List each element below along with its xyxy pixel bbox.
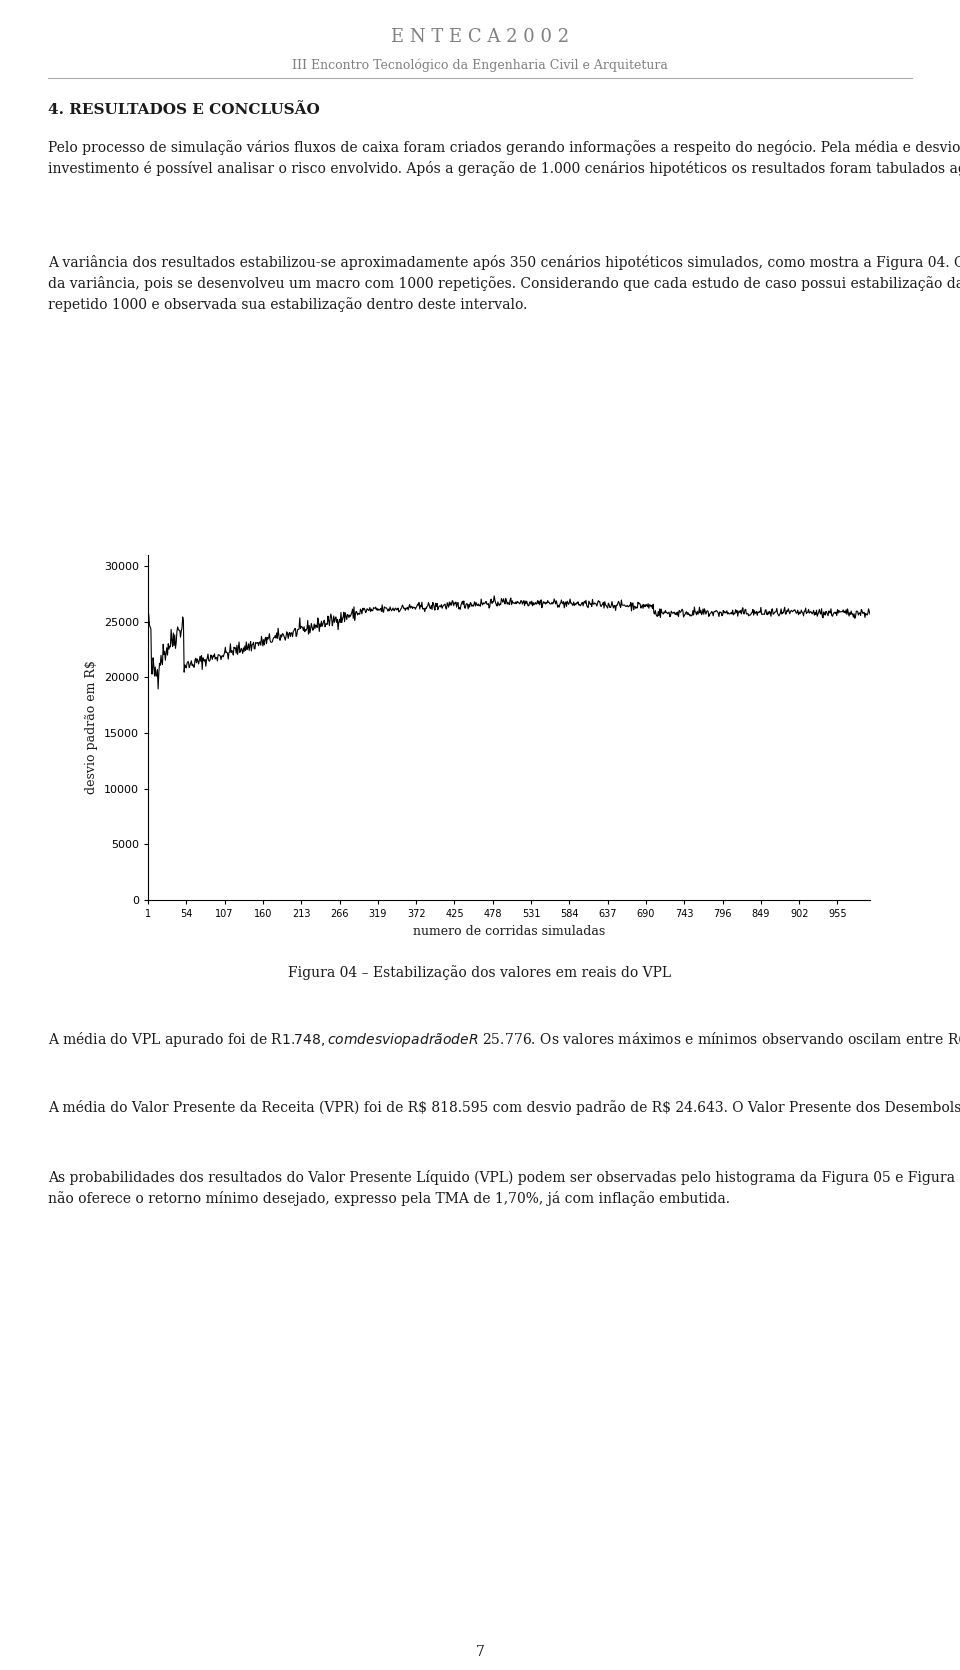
Text: 4. RESULTADOS E CONCLUSÃO: 4. RESULTADOS E CONCLUSÃO <box>48 104 320 117</box>
Text: Figura 04 – Estabilização dos valores em reais do VPL: Figura 04 – Estabilização dos valores em… <box>288 965 672 980</box>
Text: As probabilidades dos resultados do Valor Presente Líquido (VPL) podem ser obser: As probabilidades dos resultados do Valo… <box>48 1171 960 1206</box>
Y-axis label: desvio padrão em R$: desvio padrão em R$ <box>85 661 98 795</box>
Text: 7: 7 <box>475 1645 485 1658</box>
Text: A média do VPL apurado foi de R$ 1.748, com desvio padrão de R$ 25.776. Os valor: A média do VPL apurado foi de R$ 1.748, … <box>48 1030 960 1049</box>
Text: Pelo processo de simulação vários fluxos de caixa foram criados gerando informaç: Pelo processo de simulação vários fluxos… <box>48 140 960 175</box>
Text: A média do Valor Presente da Receita (VPR) foi de R$ 818.595 com desvio padrão d: A média do Valor Presente da Receita (VP… <box>48 1101 960 1116</box>
Text: A variância dos resultados estabilizou-se aproximadamente após 350 cenários hipo: A variância dos resultados estabilizou-s… <box>48 256 960 312</box>
Text: III Encontro Tecnológico da Engenharia Civil e Arquitetura: III Encontro Tecnológico da Engenharia C… <box>292 58 668 72</box>
X-axis label: numero de corridas simuladas: numero de corridas simuladas <box>413 925 605 937</box>
Text: E N T E C A 2 0 0 2: E N T E C A 2 0 0 2 <box>391 28 569 47</box>
